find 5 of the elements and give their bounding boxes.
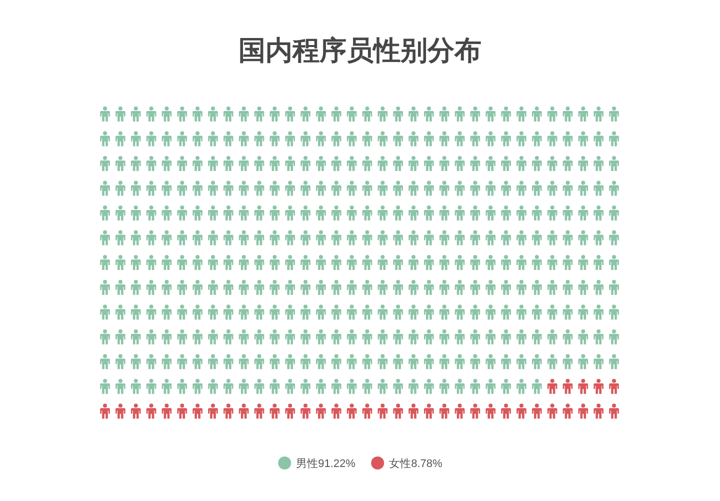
data-label: 91.22% xyxy=(318,458,356,470)
text: 国内程序员性别分布 xyxy=(238,35,482,66)
legend-label: 女性 xyxy=(389,458,412,470)
legend-label: 男性 xyxy=(296,458,318,470)
data-label: 8.78% xyxy=(411,458,442,470)
